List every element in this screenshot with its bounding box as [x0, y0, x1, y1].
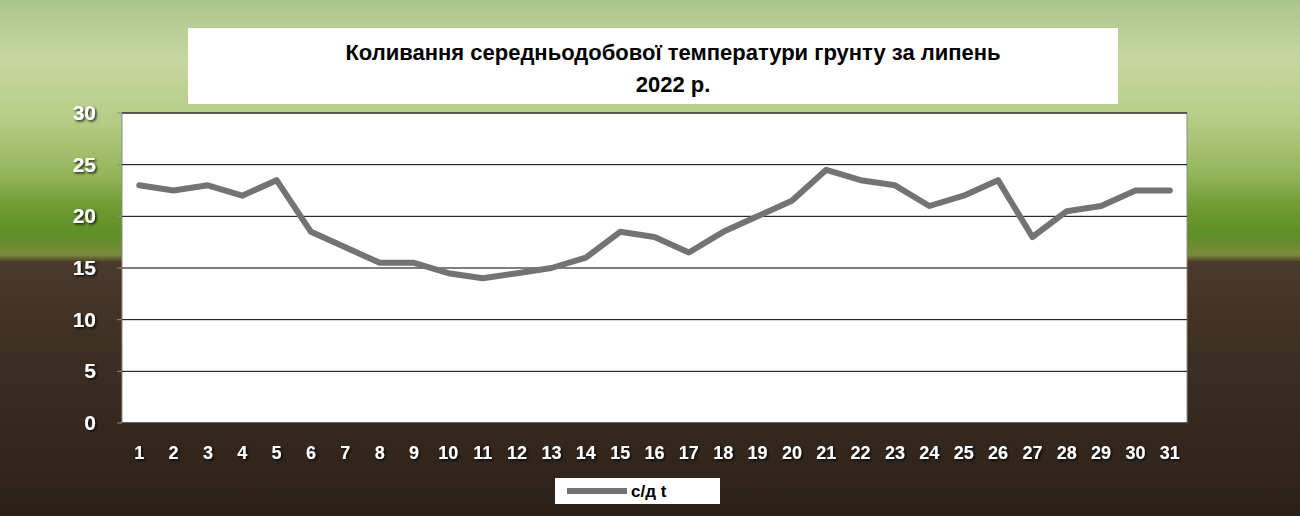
chart: Коливання середньодобової температури гр…	[0, 0, 1300, 516]
x-tick-label: 31	[1160, 443, 1180, 463]
x-tick-label: 19	[748, 443, 768, 463]
x-tick-label: 26	[988, 443, 1008, 463]
y-tick	[117, 113, 122, 114]
x-tick-label: 13	[541, 443, 561, 463]
title: Коливання середньодобової температури гр…	[345, 40, 1000, 65]
x-tick-label: 9	[409, 443, 419, 463]
grid-line	[122, 319, 1187, 320]
y-tick-label: 20	[73, 204, 96, 227]
x-tick-label: 22	[851, 443, 871, 463]
x-tick-label: 23	[885, 443, 905, 463]
x-tick-label: 3	[203, 443, 213, 463]
x-tick-label: 17	[679, 443, 699, 463]
legend-label: с/д t	[631, 482, 667, 501]
plot-area	[122, 113, 1187, 423]
title-box	[188, 28, 1118, 104]
x-tick-label: 11	[473, 443, 492, 463]
x-tick-label: 29	[1091, 443, 1111, 463]
legend-swatch	[567, 488, 627, 494]
x-tick-label: 16	[644, 443, 664, 463]
grid-line	[122, 113, 1187, 114]
y-tick-label: 25	[73, 153, 97, 176]
grid-line	[122, 216, 1187, 217]
y-tick-label: 0	[84, 411, 96, 434]
x-tick-label: 18	[713, 443, 733, 463]
x-tick-label: 30	[1125, 443, 1145, 463]
x-tick-label: 25	[954, 443, 974, 463]
y-tick-label: 5	[84, 359, 96, 382]
x-tick-label: 28	[1057, 443, 1077, 463]
grid-line	[122, 268, 1187, 269]
y-tick	[117, 216, 122, 217]
y-tick	[117, 164, 122, 165]
x-tick-label: 2	[169, 443, 179, 463]
y-tick	[117, 423, 122, 424]
y-tick-label: 10	[73, 308, 96, 331]
series-group	[139, 170, 1170, 278]
series-line	[139, 170, 1170, 278]
title: 2022 р.	[636, 72, 711, 97]
x-tick-label: 27	[1022, 443, 1042, 463]
x-tick-label: 10	[438, 443, 458, 463]
grid-line	[122, 371, 1187, 372]
x-tick-label: 5	[272, 443, 282, 463]
y-tick-label: 30	[73, 101, 96, 124]
y-tick-label: 15	[73, 256, 97, 279]
x-tick-label: 12	[507, 443, 527, 463]
grid-line	[122, 164, 1187, 165]
x-tick-label: 14	[576, 443, 596, 463]
x-tick-label: 20	[782, 443, 802, 463]
grid-line	[122, 423, 1187, 424]
x-tick-label: 6	[306, 443, 316, 463]
y-tick	[117, 371, 122, 372]
legend-box	[555, 478, 720, 504]
x-tick-label: 4	[237, 443, 247, 463]
x-tick-label: 1	[134, 443, 144, 463]
x-tick-label: 21	[816, 443, 836, 463]
y-tick	[117, 319, 122, 320]
x-tick-label: 7	[340, 443, 350, 463]
x-tick-label: 8	[375, 443, 385, 463]
x-tick-label: 24	[919, 443, 939, 463]
y-tick	[117, 268, 122, 269]
x-tick-label: 15	[610, 443, 630, 463]
